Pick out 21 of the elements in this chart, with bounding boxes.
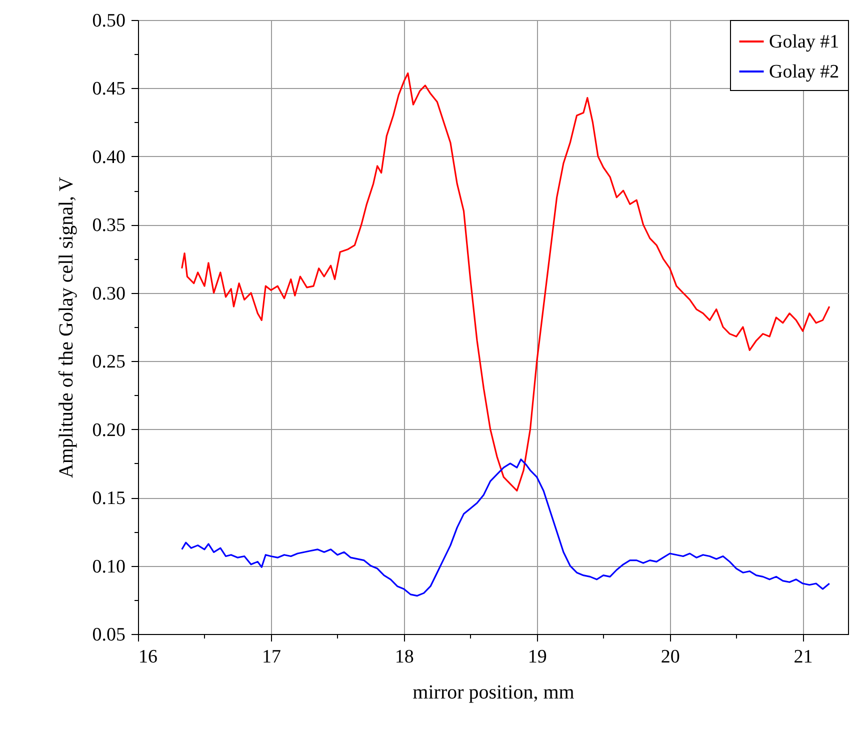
y-tick-label: 0.20 bbox=[92, 420, 126, 441]
legend-label: Golay #2 bbox=[769, 62, 840, 82]
x-axis-title: mirror position, mm bbox=[412, 682, 575, 704]
y-tick-label: 0.15 bbox=[92, 488, 126, 510]
x-tick-label: 20 bbox=[660, 646, 680, 668]
y-tick-label: 0.50 bbox=[92, 10, 126, 32]
line-series bbox=[181, 458, 830, 597]
x-tick-label: 19 bbox=[528, 646, 547, 668]
x-tick-label: 18 bbox=[394, 646, 414, 668]
y-tick-label: 0.40 bbox=[92, 146, 126, 168]
y-tick-label: 0.30 bbox=[92, 283, 126, 304]
x-tick-label: 21 bbox=[794, 646, 813, 668]
y-tick-label: 0.45 bbox=[92, 78, 126, 100]
y-tick-label: 0.25 bbox=[92, 352, 126, 373]
x-tick-label: 16 bbox=[138, 646, 158, 668]
y-tick-label: 0.05 bbox=[92, 624, 126, 646]
y-axis-title: Amplitude of the Golay cell signal, V bbox=[55, 176, 78, 478]
legend-label: Golay #1 bbox=[769, 32, 840, 52]
x-tick-label: 17 bbox=[262, 646, 281, 668]
y-tick-label: 0.10 bbox=[92, 556, 126, 578]
y-tick-label: 0.35 bbox=[92, 215, 126, 236]
